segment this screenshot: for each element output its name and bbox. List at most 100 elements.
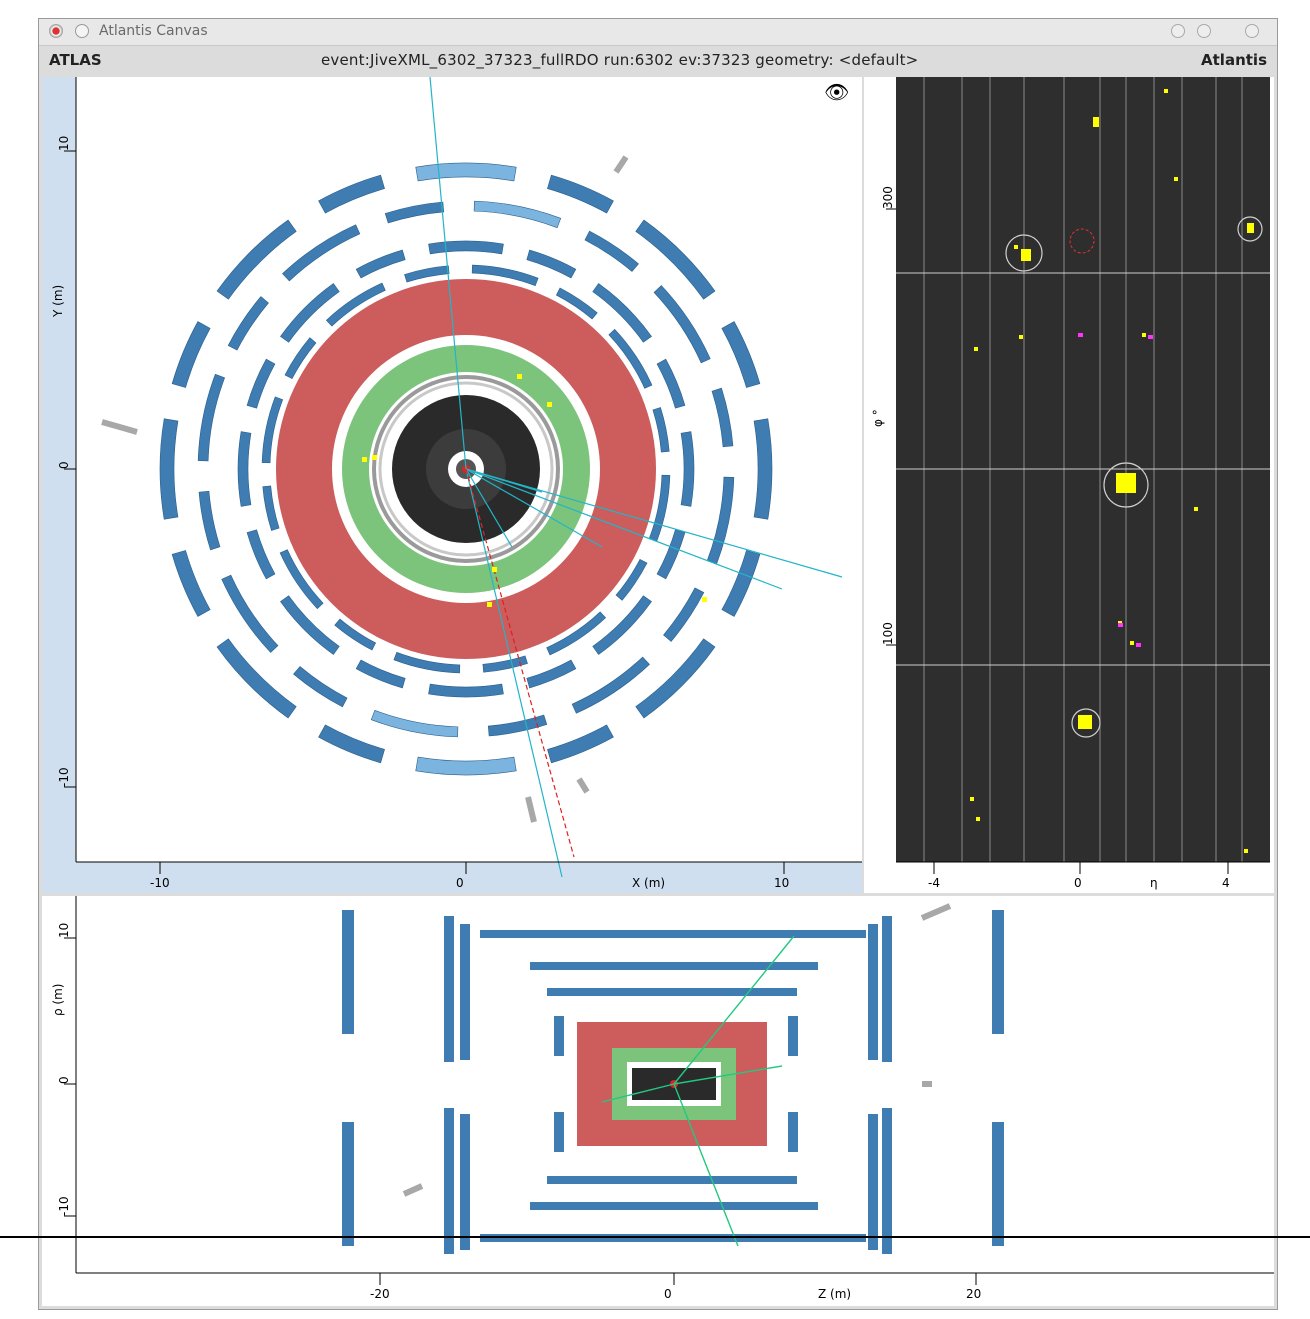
- muon-chamber: [530, 962, 818, 970]
- muon-hit: [1118, 623, 1123, 627]
- chamber-hit: [920, 903, 952, 921]
- lego-xtick-label: -4: [928, 876, 940, 890]
- solenoid: [372, 375, 560, 563]
- experiment-label: ATLAS: [49, 51, 102, 69]
- muon-chamber: [404, 265, 450, 283]
- muon-chamber: [261, 396, 284, 464]
- chamber-hit: [525, 796, 537, 823]
- muon-chamber: [415, 162, 517, 182]
- missing-et: [1069, 228, 1095, 254]
- muon-chamber: [546, 611, 607, 656]
- chamber-hit: [576, 777, 590, 794]
- pin-icon[interactable]: [75, 24, 89, 38]
- energy-hit: [970, 797, 974, 801]
- track: [465, 468, 563, 878]
- muon-chamber: [216, 219, 297, 300]
- muon-chamber: [608, 328, 653, 389]
- lego-content: [896, 77, 1270, 862]
- muon-chamber: [460, 924, 470, 1060]
- muon-chamber: [293, 666, 348, 708]
- xy-axes: -10 0 10 10 0 -10: [57, 77, 862, 890]
- muon-chamber: [753, 418, 773, 520]
- muon-chamber: [547, 1176, 797, 1184]
- rz-xtick-label: 20: [966, 1287, 981, 1301]
- rz-detector: [342, 903, 1004, 1254]
- track: [601, 1083, 675, 1103]
- muon-chamber: [571, 656, 650, 714]
- muon-chamber: [653, 285, 711, 364]
- lego-ytick-label: 300: [881, 186, 895, 209]
- muon-chamber: [592, 595, 652, 655]
- rz-view-panel[interactable]: -20 0 20 10 0 -10 Z (m) ρ (m): [42, 896, 1274, 1306]
- energy-tower: [1078, 715, 1092, 729]
- muon-chamber: [471, 264, 539, 287]
- lego-ytick-label: 100: [881, 622, 895, 645]
- muon-chamber: [788, 1016, 798, 1056]
- energy-deposit: [492, 567, 497, 572]
- xy-view-panel[interactable]: -10 0 10 10 0 -10 X (m) Y (m) 👁: [42, 77, 862, 893]
- track: [465, 468, 543, 493]
- track: [465, 468, 783, 590]
- chamber-hit: [402, 1183, 424, 1197]
- muon-chamber: [656, 358, 686, 409]
- muon-chamber: [246, 529, 276, 580]
- muon-chamber: [711, 387, 734, 448]
- muon-hit: [1078, 333, 1083, 337]
- muon-chamber: [280, 283, 340, 343]
- muon-hit: [1136, 643, 1141, 647]
- xy-ylabel: Y (m): [51, 285, 65, 318]
- muon-chamber: [882, 1108, 892, 1254]
- muon-chamber: [663, 587, 705, 642]
- energy-tower: [1021, 249, 1031, 261]
- muon-chamber: [554, 1112, 564, 1152]
- lego-view-panel[interactable]: -4 0 4 300 100 η φ °: [864, 77, 1274, 893]
- maximize-icon[interactable]: [1197, 24, 1211, 38]
- energy-hit: [1142, 333, 1146, 337]
- muon-hit: [1148, 335, 1153, 339]
- muon-chamber: [547, 988, 797, 996]
- lego-xlabel: η: [1150, 876, 1158, 890]
- minimize-icon[interactable]: [1171, 24, 1185, 38]
- energy-deposit: [517, 374, 522, 379]
- muon-chamber: [473, 200, 562, 229]
- lego-xtick-label: 4: [1222, 876, 1230, 890]
- event-info-bar: ATLAS event:JiveXML_6302_37323_fullRDO r…: [39, 46, 1277, 72]
- muon-chamber: [171, 321, 211, 388]
- muon-chamber: [656, 529, 686, 580]
- muon-chamber: [652, 407, 670, 453]
- muon-chamber: [721, 321, 761, 388]
- energy-hit: [974, 347, 978, 351]
- muon-chamber: [370, 709, 459, 738]
- rz-ytick-label: 0: [57, 1076, 71, 1084]
- muon-chamber: [444, 916, 454, 1062]
- xy-ytick-label: 10: [57, 136, 71, 151]
- muon-chamber: [279, 549, 324, 610]
- rz-axes: -20 0 20 10 0 -10: [57, 896, 1274, 1301]
- muon-chamber: [480, 930, 866, 938]
- title-bar: Atlantis Canvas: [39, 19, 1277, 46]
- muon-chamber: [635, 638, 716, 719]
- track: [673, 1065, 783, 1085]
- muon-chamber: [221, 574, 279, 653]
- muon-chamber: [318, 174, 385, 214]
- muon-chamber: [460, 1114, 470, 1250]
- event-info: event:JiveXML_6302_37323_fullRDO run:630…: [321, 51, 919, 69]
- muon-chamber: [615, 558, 648, 601]
- muon-chamber: [530, 1202, 818, 1210]
- energy-deposit: [487, 602, 492, 607]
- rz-ytick-label: 10: [57, 923, 71, 938]
- energy-hit: [1174, 177, 1178, 181]
- close-icon[interactable]: [1245, 24, 1259, 38]
- fisheye-icon[interactable]: 👁: [824, 80, 849, 104]
- xy-detector: [101, 77, 843, 878]
- rz-xtick-label: -20: [370, 1287, 390, 1301]
- track: [673, 1083, 739, 1247]
- energy-hit: [1194, 507, 1198, 511]
- energy-hit: [976, 817, 980, 821]
- muon-chamber: [547, 724, 614, 764]
- muon-chamber: [284, 337, 317, 380]
- muon-chamber: [868, 1114, 878, 1250]
- muon-chamber: [280, 595, 340, 655]
- muon-chamber: [325, 282, 386, 327]
- rz-xlabel: Z (m): [818, 1287, 851, 1301]
